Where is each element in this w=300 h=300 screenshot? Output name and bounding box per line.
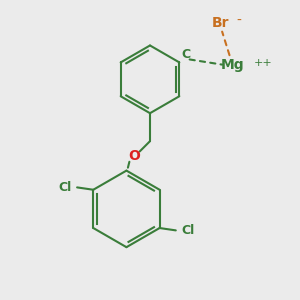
Text: Cl: Cl xyxy=(181,224,194,237)
Text: Mg: Mg xyxy=(220,58,244,72)
Text: O: O xyxy=(128,149,140,163)
Text: ++: ++ xyxy=(254,58,272,68)
Text: Br: Br xyxy=(212,16,230,30)
Text: C: C xyxy=(182,48,191,61)
Text: Cl: Cl xyxy=(59,181,72,194)
Text: -: - xyxy=(237,14,242,27)
